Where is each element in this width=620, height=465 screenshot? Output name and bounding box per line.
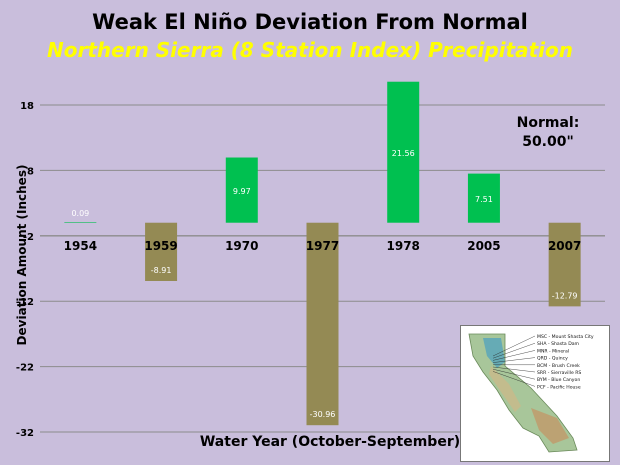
station-leader-line [492, 350, 536, 361]
category-label: 1970 [225, 239, 258, 253]
y-axis-label: Deviation Amount (Inches) [15, 165, 29, 346]
bar-1954 [64, 222, 97, 223]
station-label: BCM - Brush Creek [537, 363, 580, 369]
data-label: -8.91 [151, 266, 172, 275]
inset-map: MSC - Mount Shasta City SHA - Shasta Dam M… [460, 325, 610, 462]
normal-annotation-line1: Normal: [517, 115, 580, 131]
data-label: 9.97 [233, 187, 251, 196]
category-label: 1954 [64, 239, 97, 253]
sierra-region [483, 338, 505, 368]
data-label: 21.56 [392, 149, 415, 158]
bar-1978 [387, 81, 420, 223]
bar-2005 [467, 173, 500, 223]
y-tick-label: -22 [16, 363, 34, 374]
category-label: 1977 [306, 239, 339, 253]
station-label: PCF - Pacific House [537, 384, 581, 390]
category-label: 2005 [467, 239, 500, 253]
station-label: MNR - Mineral [537, 348, 569, 354]
station-label: QRD - Quincy [537, 356, 568, 362]
station-leader-line [492, 371, 536, 387]
normal-annotation-line2: 50.00" [522, 134, 574, 150]
data-label: -30.96 [310, 410, 336, 419]
category-label: 2007 [548, 239, 581, 253]
bar-1970 [225, 157, 258, 223]
station-label: MSC - Mount Shasta City [537, 334, 594, 340]
bar-1959 [145, 222, 178, 281]
data-labels: 0.09 -8.91 9.97 -30.96 21.56 7.51 -12.79 [71, 149, 577, 419]
x-axis-label: Water Year (October-September) [200, 434, 460, 450]
station-label: SRR - Sierraville RS [537, 370, 581, 376]
data-label: 0.09 [71, 209, 89, 218]
data-label: 7.51 [475, 195, 493, 204]
chart-title: Weak El Niño Deviation From Normal [92, 10, 528, 34]
central-valley [489, 366, 521, 412]
category-label: 1978 [387, 239, 420, 253]
y-tick-label: 8 [27, 166, 34, 177]
category-labels: 1954 1959 1970 1977 1978 2005 2007 [64, 239, 582, 253]
bar-2007 [548, 222, 581, 307]
bars [64, 81, 581, 426]
station-leader-line [492, 335, 536, 357]
station-leader-line [492, 357, 536, 363]
y-tick-label: -32 [16, 428, 34, 439]
y-axis-ticks: 18 8 -2 -12 -22 -32 [16, 101, 34, 439]
southern-desert [531, 408, 569, 444]
y-tick-label: 18 [20, 101, 34, 112]
category-label: 1959 [144, 239, 177, 253]
station-label: BYM - Blue Canyon [537, 377, 580, 383]
station-leader-line [492, 343, 536, 359]
chart-subtitle: Northern Sierra (8 Station Index) Precip… [47, 38, 573, 62]
bar-1977 [306, 222, 339, 426]
station-leader-line [492, 366, 536, 373]
data-label: -12.79 [552, 291, 578, 300]
y-tick-label: -2 [23, 232, 34, 243]
station-leader-line [492, 369, 536, 380]
y-tick-label: -12 [16, 297, 34, 308]
station-label: SHA - Shasta Dam [537, 341, 580, 347]
